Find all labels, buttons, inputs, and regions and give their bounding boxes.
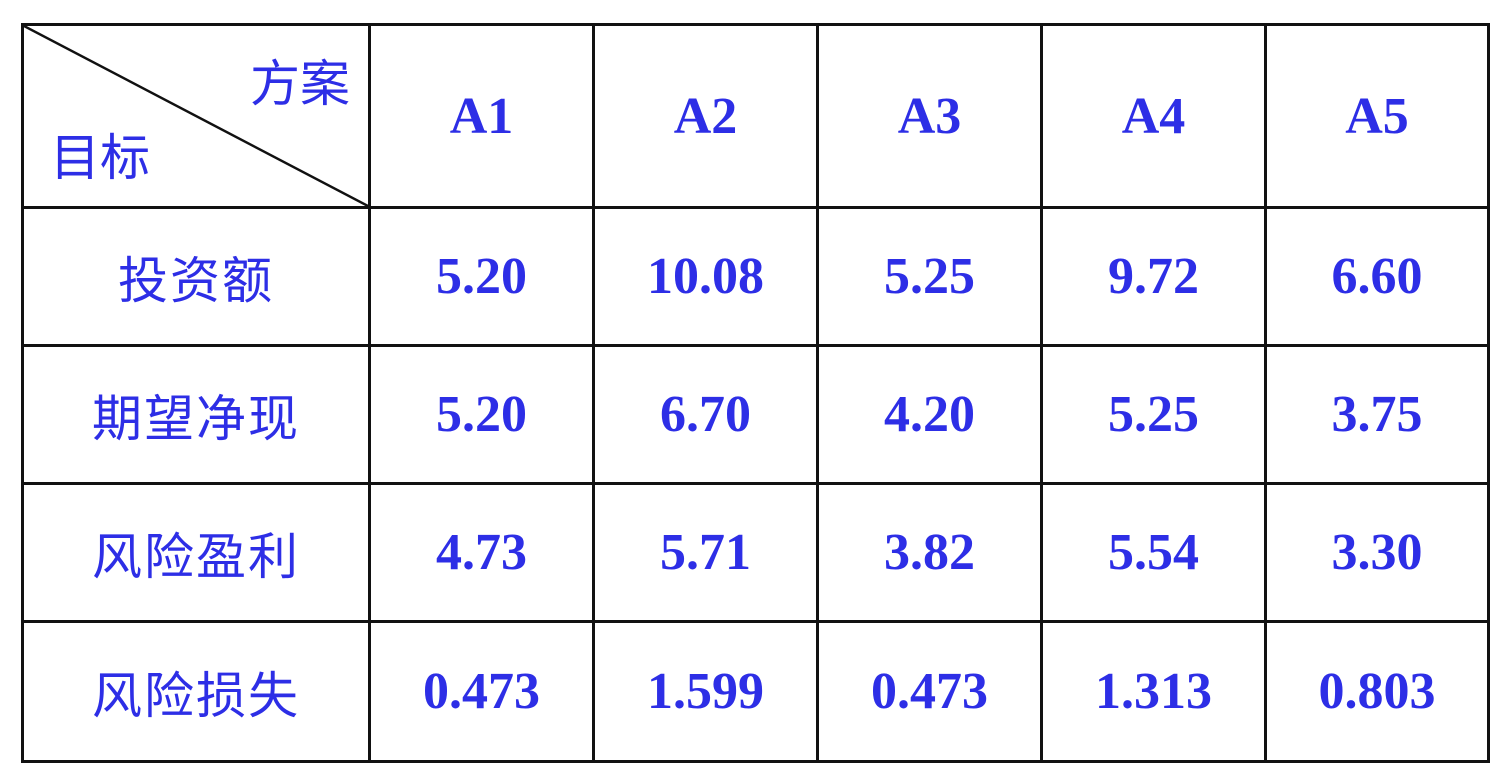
table-cell: 5.54 <box>1040 482 1267 623</box>
diagonal-divider <box>24 26 368 206</box>
table-cell: 9.72 <box>1040 206 1267 347</box>
table-cell: 3.30 <box>1264 482 1490 623</box>
column-header-a2: A2 <box>592 23 819 209</box>
table-cell: 5.71 <box>592 482 819 623</box>
comparison-table-wrapper: 方案 目标 A1 A2 A3 A4 A5 投资额 5.20 10.08 5.25… <box>21 23 1490 763</box>
table-cell: 4.20 <box>816 344 1043 485</box>
corner-cell: 方案 目标 <box>21 23 371 209</box>
table-row: 风险损失 0.473 1.599 0.473 1.313 0.803 <box>21 620 1490 763</box>
table-cell: 5.25 <box>1040 344 1267 485</box>
table-cell: 3.82 <box>816 482 1043 623</box>
table-cell: 5.20 <box>368 344 595 485</box>
table-row: 投资额 5.20 10.08 5.25 9.72 6.60 <box>21 206 1490 347</box>
corner-bottom-label: 目标 <box>50 129 150 187</box>
header-row: 方案 目标 A1 A2 A3 A4 A5 <box>21 23 1490 209</box>
table-cell: 5.20 <box>368 206 595 347</box>
table-cell: 0.803 <box>1264 620 1490 763</box>
row-label-investment: 投资额 <box>21 206 371 347</box>
row-label-expected-net-present: 期望净现 <box>21 344 371 485</box>
table-row: 期望净现 5.20 6.70 4.20 5.25 3.75 <box>21 344 1490 485</box>
corner-top-label: 方案 <box>250 55 350 113</box>
row-label-risk-profit: 风险盈利 <box>21 482 371 623</box>
column-header-a5: A5 <box>1264 23 1490 209</box>
column-header-a4: A4 <box>1040 23 1267 209</box>
table-cell: 0.473 <box>816 620 1043 763</box>
table-cell: 1.599 <box>592 620 819 763</box>
comparison-table: 方案 目标 A1 A2 A3 A4 A5 投资额 5.20 10.08 5.25… <box>21 23 1490 763</box>
table-cell: 6.70 <box>592 344 819 485</box>
table-cell: 10.08 <box>592 206 819 347</box>
table-cell: 4.73 <box>368 482 595 623</box>
table-cell: 1.313 <box>1040 620 1267 763</box>
table-cell: 5.25 <box>816 206 1043 347</box>
table-row: 风险盈利 4.73 5.71 3.82 5.54 3.30 <box>21 482 1490 623</box>
column-header-a3: A3 <box>816 23 1043 209</box>
table-cell: 3.75 <box>1264 344 1490 485</box>
table-cell: 0.473 <box>368 620 595 763</box>
table-cell: 6.60 <box>1264 206 1490 347</box>
row-label-risk-loss: 风险损失 <box>21 620 371 763</box>
column-header-a1: A1 <box>368 23 595 209</box>
